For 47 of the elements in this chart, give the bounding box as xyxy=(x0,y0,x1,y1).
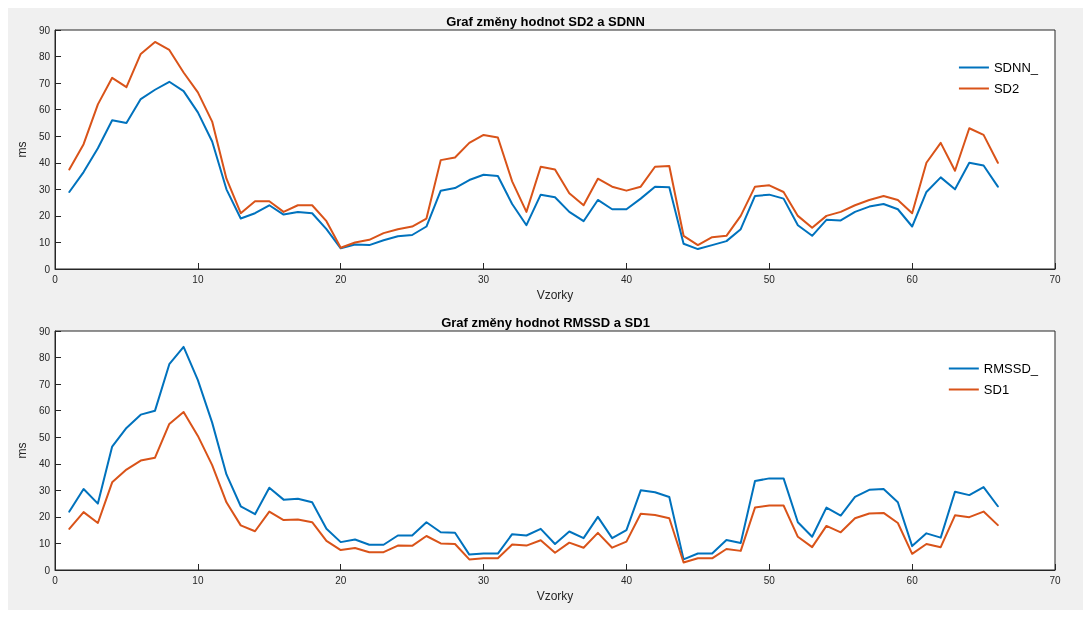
y-tick-label: 30 xyxy=(38,183,51,195)
y-axis-title: ms xyxy=(15,141,29,158)
x-tick-label: 30 xyxy=(478,574,490,586)
x-tick-label: 70 xyxy=(1049,273,1061,285)
y-tick-label: 0 xyxy=(44,564,51,576)
y-tick-label: 60 xyxy=(38,405,51,417)
legend-label: SD1 xyxy=(983,382,1010,397)
x-tick-label: 30 xyxy=(478,273,490,285)
x-tick-label: 20 xyxy=(335,574,347,586)
x-tick-label: 70 xyxy=(1049,574,1061,586)
y-tick-label: 60 xyxy=(38,104,51,116)
x-tick-label: 10 xyxy=(192,574,204,586)
y-tick-label: 0 xyxy=(44,263,51,275)
y-tick-label: 30 xyxy=(38,484,51,496)
y-tick-label: 20 xyxy=(38,210,51,222)
x-axis-title: Vzorky xyxy=(536,287,574,302)
x-tick-label: 40 xyxy=(620,574,633,586)
x-tick-label: 0 xyxy=(52,574,59,586)
y-tick-label: 40 xyxy=(38,157,51,169)
y-tick-label: 50 xyxy=(38,130,51,142)
y-tick-label: 70 xyxy=(38,378,51,390)
y-tick-label: 80 xyxy=(38,51,51,63)
line-series xyxy=(68,410,999,564)
legend-label: RMSSD_ xyxy=(983,361,1039,376)
y-tick-label: 80 xyxy=(38,352,51,364)
y-tick-label: 10 xyxy=(38,537,51,549)
chart-title: Graf změny hodnot RMSSD a SD1 xyxy=(441,315,650,330)
x-tick-label: 0 xyxy=(52,273,59,285)
x-tick-label: 10 xyxy=(192,273,204,285)
x-tick-label: 50 xyxy=(763,574,776,586)
chart-title: Graf změny hodnot SD2 a SDNN xyxy=(446,14,645,29)
x-tick-label: 50 xyxy=(763,273,776,285)
x-tick-label: 60 xyxy=(906,574,919,586)
y-tick-label: 90 xyxy=(38,24,51,36)
y-tick-label: 50 xyxy=(38,431,51,443)
y-tick-label: 40 xyxy=(38,458,51,470)
x-tick-label: 20 xyxy=(335,273,347,285)
legend-label: SDNN_ xyxy=(993,60,1039,75)
y-axis-title: ms xyxy=(15,442,29,459)
x-axis-title: Vzorky xyxy=(536,588,574,603)
y-tick-label: 10 xyxy=(38,236,51,248)
y-tick-label: 90 xyxy=(38,325,51,337)
y-tick-label: 20 xyxy=(38,511,51,523)
y-tick-label: 70 xyxy=(38,77,51,89)
x-tick-label: 40 xyxy=(620,273,633,285)
x-tick-label: 60 xyxy=(906,273,919,285)
legend-label: SD2 xyxy=(993,81,1020,96)
